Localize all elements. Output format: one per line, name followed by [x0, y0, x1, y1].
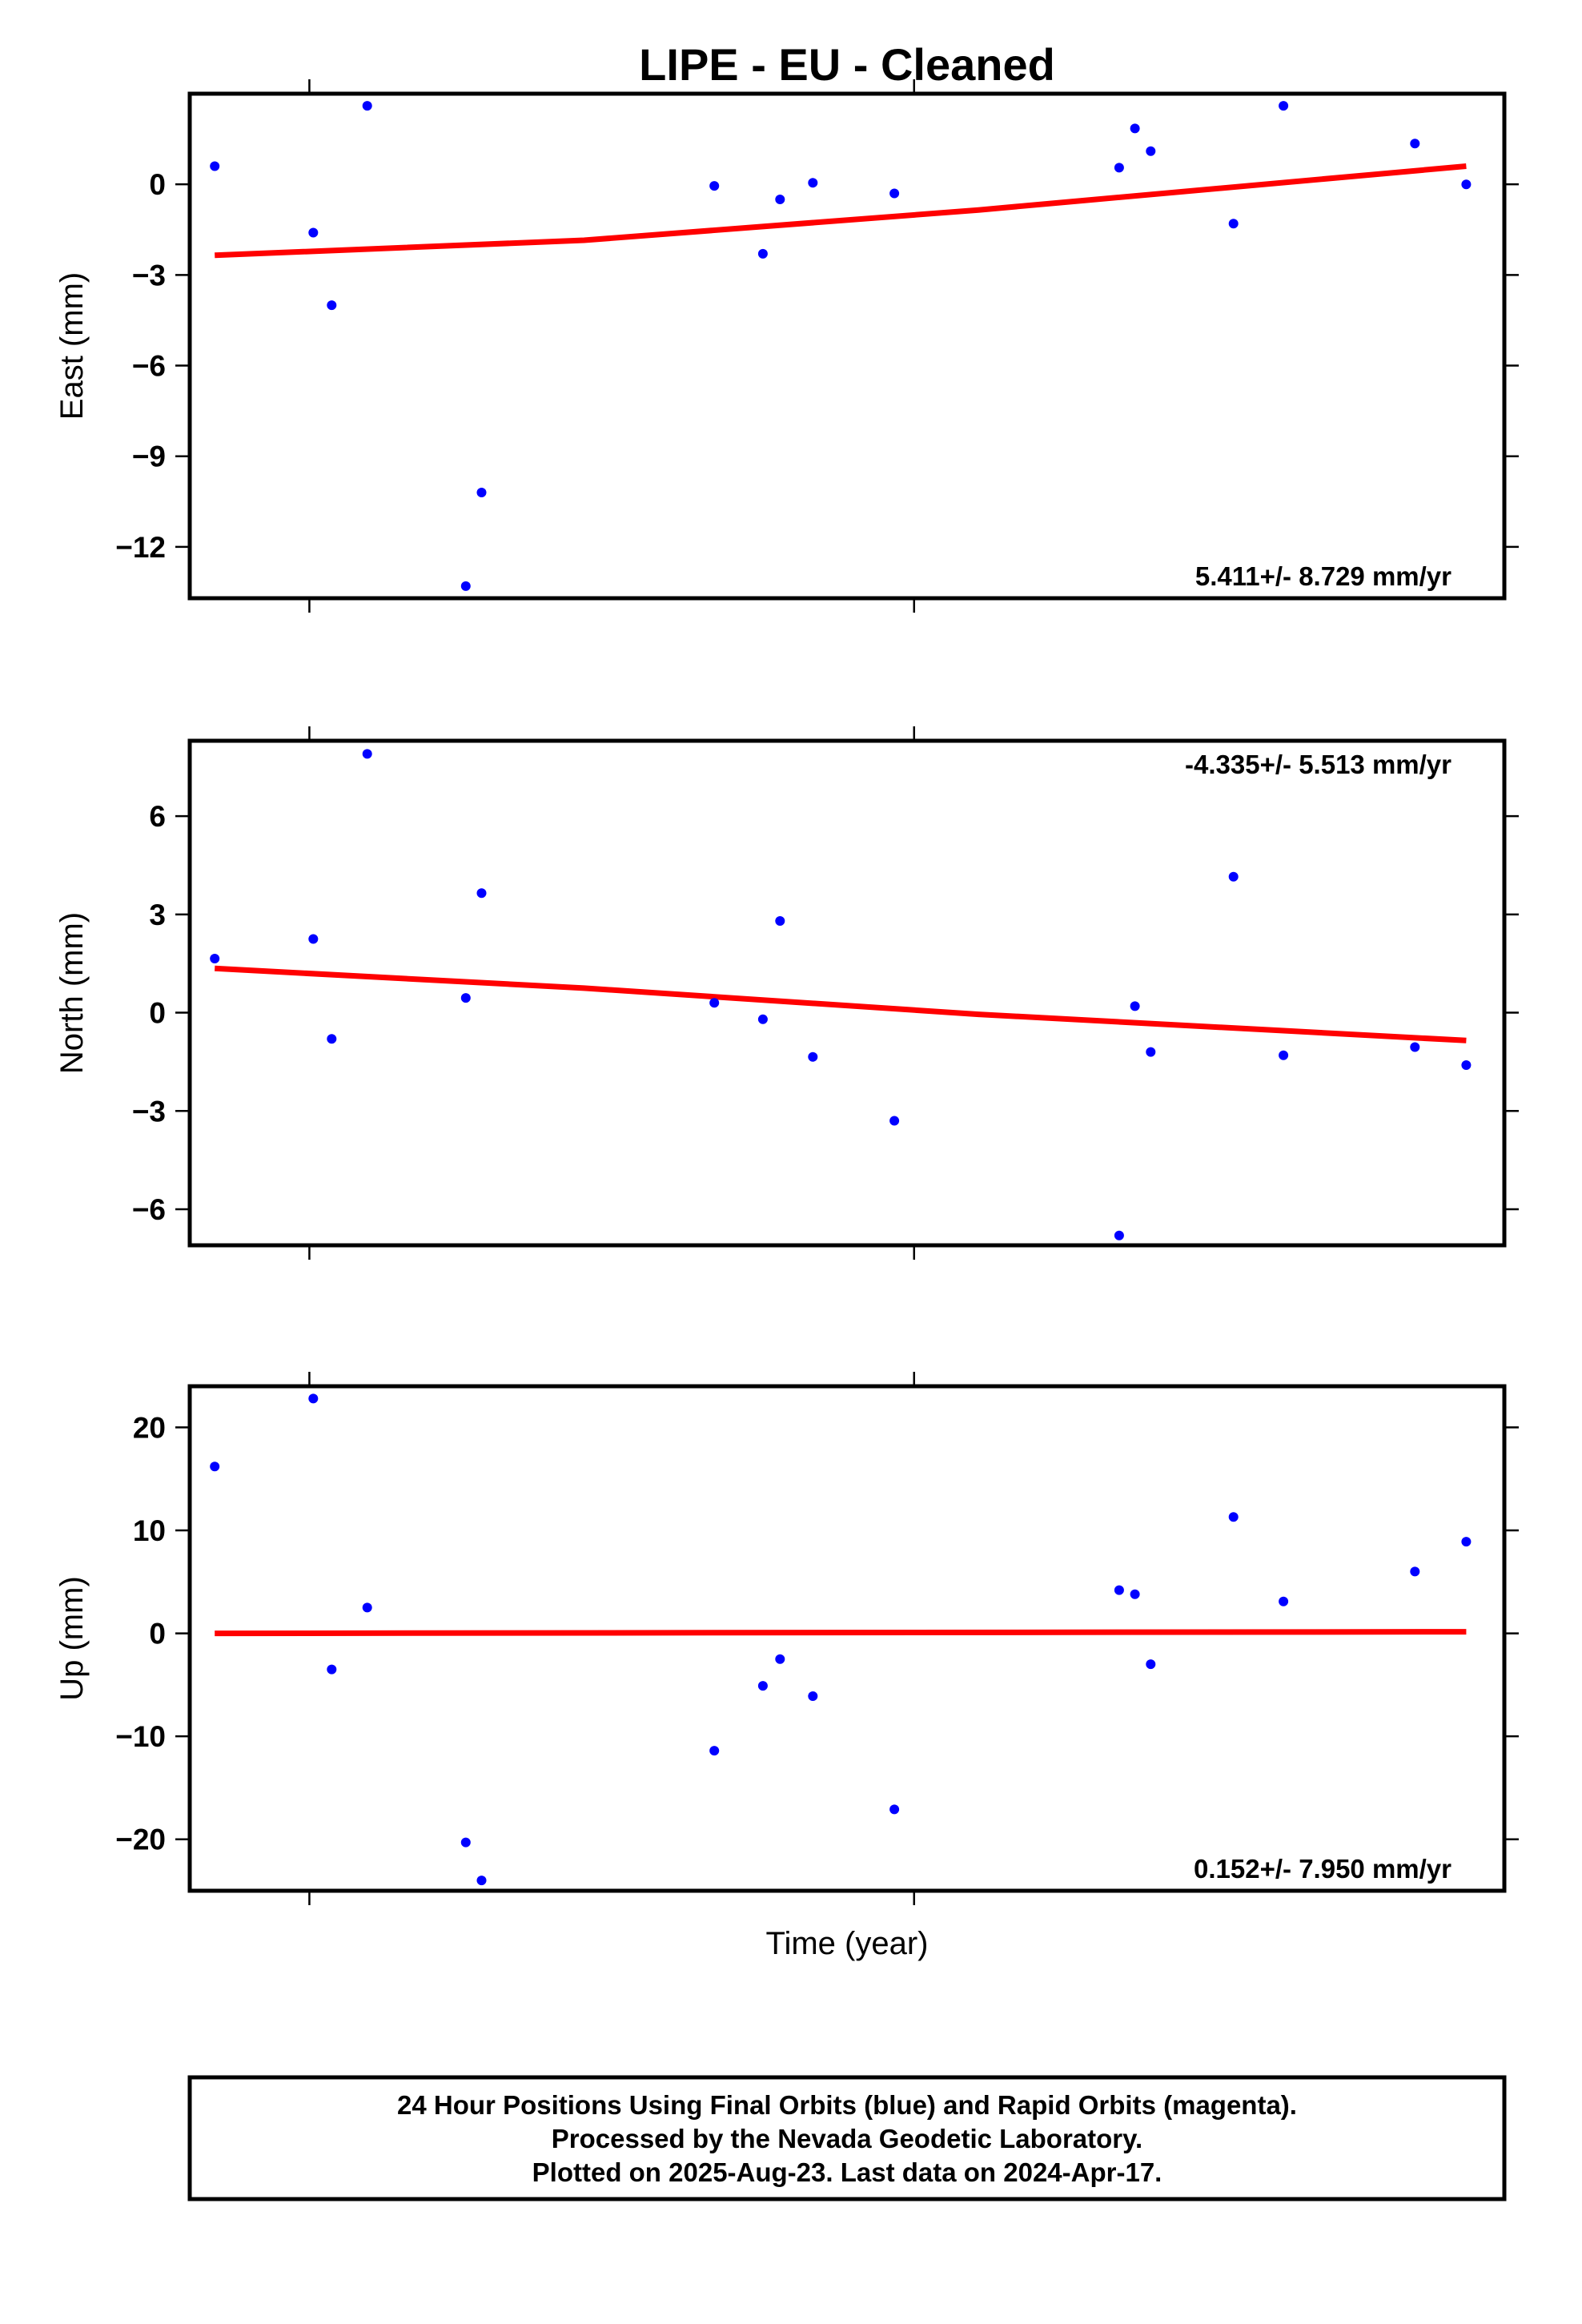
- east-data-point: [1130, 123, 1140, 134]
- up-panel: 20 10 0 −10 −20 Up (mm) 0.152+/- 7.950 mm/yr: [54, 1372, 1519, 1905]
- east-data-point: [889, 188, 900, 199]
- up-y-tick-label: −20: [115, 1823, 166, 1856]
- north-data-point: [775, 916, 785, 926]
- north-data-point: [1461, 1060, 1472, 1070]
- east-y-tick-label: −9: [132, 440, 166, 473]
- up-data-point: [775, 1654, 785, 1664]
- north-data-point: [889, 1116, 900, 1126]
- east-y-tick-label: −3: [132, 259, 166, 292]
- north-y-tick-label: 3: [149, 899, 166, 931]
- footer-box: 24 Hour Positions Using Final Orbits (bl…: [187, 2075, 1507, 2201]
- east-y-tick-label: 0: [149, 168, 166, 201]
- east-y-tick-label: −6: [132, 350, 166, 383]
- east-data-point: [1410, 139, 1420, 149]
- up-y-axis-label: Up (mm): [54, 1576, 90, 1701]
- north-data-point: [1130, 1001, 1140, 1011]
- north-data-point: [460, 993, 471, 1003]
- north-data-point: [327, 1034, 337, 1044]
- east-rate-label: 5.411+/- 8.729 mm/yr: [1195, 561, 1452, 591]
- footer-line-1: 24 Hour Positions Using Final Orbits (bl…: [397, 2090, 1297, 2120]
- east-data-point: [460, 581, 471, 591]
- east-data-point: [1146, 146, 1156, 156]
- east-data-point: [476, 488, 487, 497]
- east-data-point: [1279, 101, 1289, 111]
- north-panel: 6 3 0 −3 −6 North (mm) -4.335+/- 5.513 mm/yr: [54, 726, 1519, 1260]
- up-data-point: [1146, 1659, 1156, 1670]
- up-data-point: [362, 1602, 372, 1613]
- up-y-tick-label: 0: [149, 1618, 166, 1651]
- east-trend-line: [215, 163, 1467, 259]
- north-data-point: [1114, 1230, 1124, 1240]
- north-plot-frame: [187, 738, 1507, 1248]
- east-data-point: [775, 195, 785, 204]
- north-data-point: [362, 749, 372, 759]
- footer-line-3: Plotted on 2025-Aug-23. Last data on 202…: [532, 2157, 1162, 2187]
- up-data-point: [460, 1837, 471, 1848]
- up-data-point: [1279, 1596, 1289, 1606]
- east-y-axis-label: East (mm): [54, 272, 90, 420]
- east-data-point: [327, 300, 337, 311]
- east-data-point: [808, 178, 818, 188]
- north-data-point: [1146, 1047, 1156, 1057]
- east-panel: 0 −3 −6 −9 −12 East (mm) 5.411+/- 8.729 mm/yr: [54, 79, 1519, 613]
- up-data-point: [1130, 1589, 1140, 1599]
- north-data-point: [709, 998, 720, 1008]
- up-data-point: [757, 1681, 768, 1691]
- east-plot-frame: [187, 91, 1507, 601]
- east-data-point: [1228, 219, 1239, 229]
- north-y-axis-label: North (mm): [54, 912, 90, 1074]
- north-data-point: [308, 934, 319, 944]
- north-y-tick-label: 6: [149, 800, 166, 833]
- up-data-point: [327, 1664, 337, 1675]
- north-data-point: [757, 1014, 768, 1024]
- panels: 0 −3 −6 −9 −12 East (mm) 5.411+/- 8.729 mm/yr 6…: [54, 79, 1519, 1905]
- north-data-point: [808, 1051, 818, 1062]
- up-plot-frame: [187, 1384, 1507, 1893]
- north-y-tick-label: −3: [132, 1095, 166, 1128]
- north-data-point: [476, 888, 487, 899]
- north-trend-line: [215, 965, 1467, 1043]
- up-data-point: [808, 1691, 818, 1701]
- up-data-point: [1228, 1512, 1239, 1522]
- up-y-tick-label: 10: [133, 1514, 166, 1547]
- east-data-point: [308, 227, 319, 238]
- up-data-point: [889, 1804, 900, 1815]
- up-data-point: [1410, 1566, 1420, 1577]
- up-data-point: [709, 1746, 720, 1756]
- up-rate-label: 0.152+/- 7.950 mm/yr: [1194, 1854, 1452, 1884]
- up-data-point: [308, 1393, 319, 1404]
- north-data-point: [1228, 871, 1239, 882]
- east-data-point: [362, 101, 372, 111]
- footer-line-2: Processed by the Nevada Geodetic Laborat…: [552, 2124, 1142, 2153]
- east-data-point: [757, 248, 768, 259]
- x-axis-label: Time (year): [766, 1926, 929, 1961]
- chart-title: LIPE - EU - Cleaned: [639, 39, 1055, 90]
- up-data-point: [1461, 1537, 1472, 1547]
- north-data-point: [210, 954, 220, 963]
- east-data-point: [1114, 163, 1124, 173]
- up-trend-line: [215, 1629, 1467, 1637]
- north-data-point: [1410, 1042, 1420, 1052]
- north-rate-label: -4.335+/- 5.513 mm/yr: [1185, 750, 1452, 779]
- north-data-point: [1279, 1050, 1289, 1060]
- up-y-tick-label: 20: [133, 1411, 166, 1444]
- north-y-tick-label: 0: [149, 997, 166, 1030]
- up-data-point: [210, 1462, 220, 1472]
- north-y-tick-label: −6: [132, 1193, 166, 1226]
- east-data-point: [210, 161, 220, 171]
- east-data-point: [1461, 179, 1472, 190]
- up-y-tick-label: −10: [115, 1720, 166, 1753]
- up-data-point: [1114, 1585, 1124, 1595]
- up-data-point: [476, 1876, 487, 1886]
- east-data-point: [709, 181, 720, 191]
- east-y-tick-label: −12: [115, 531, 166, 564]
